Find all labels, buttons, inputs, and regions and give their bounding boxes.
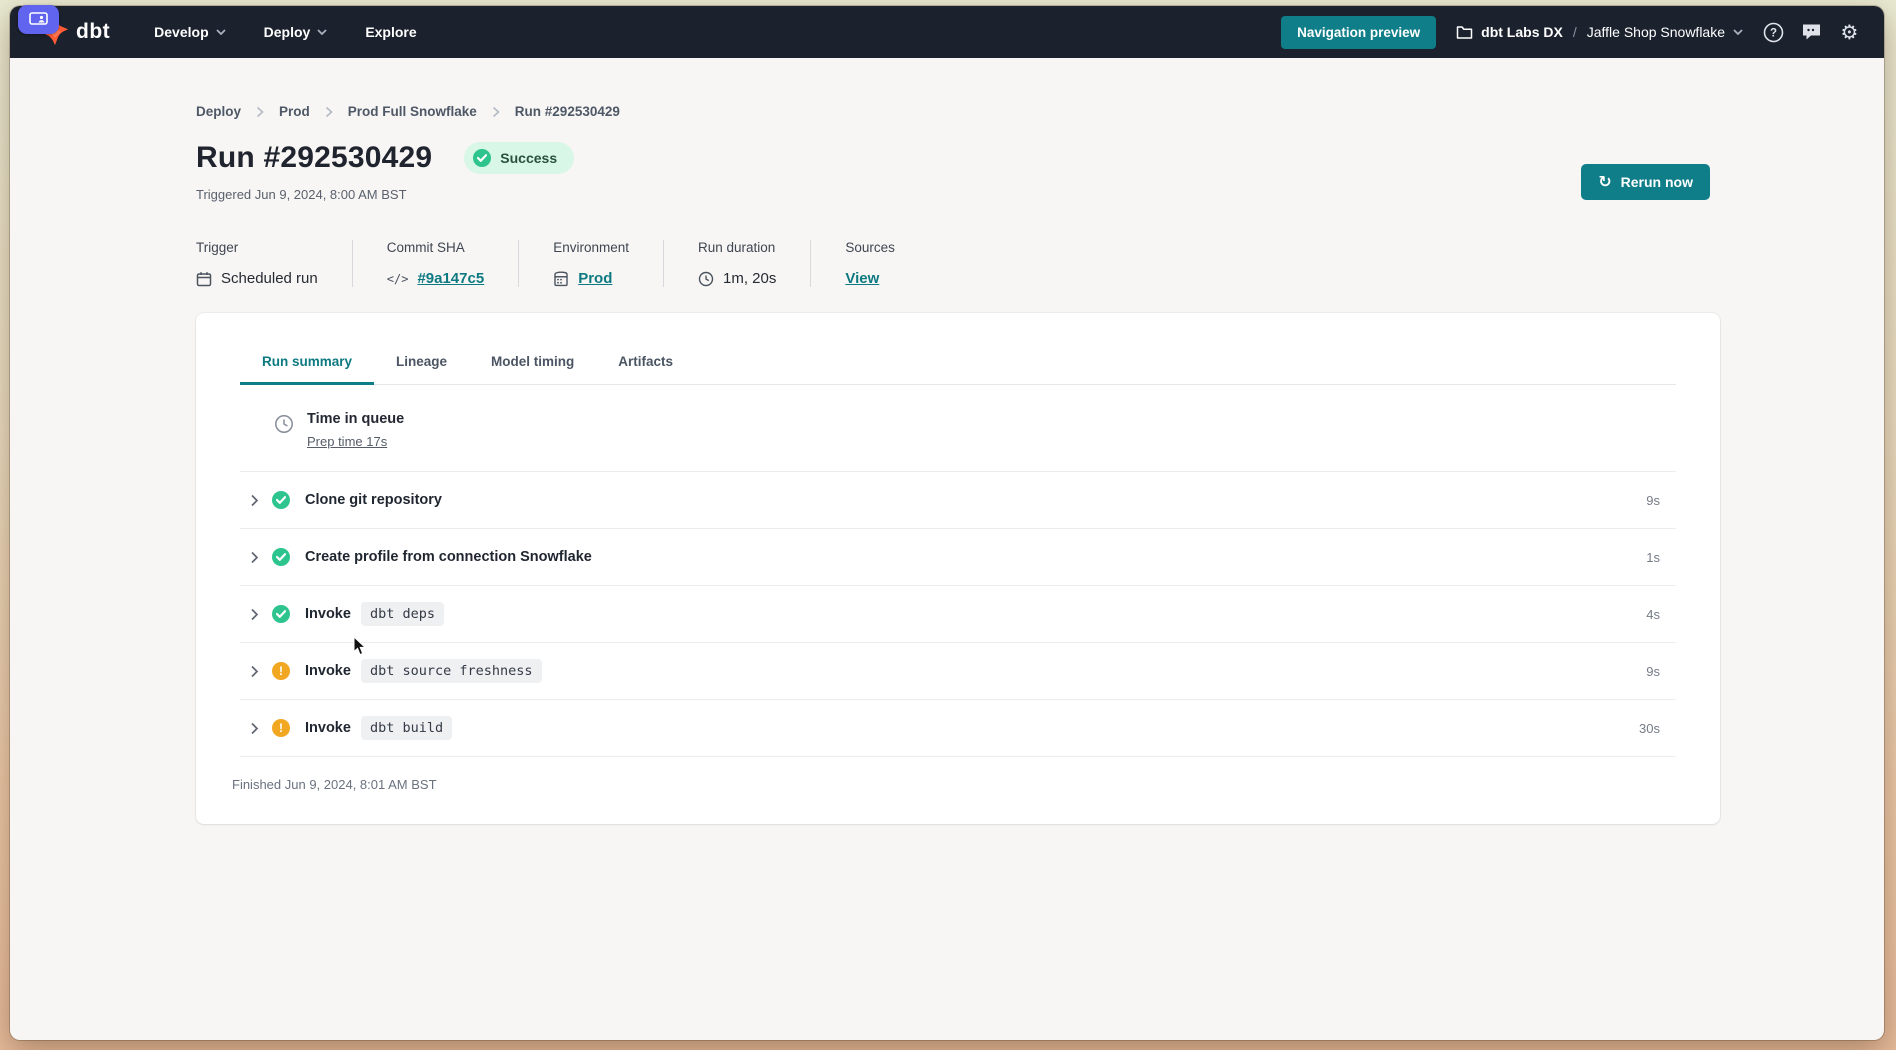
expand-chevron-icon[interactable]: [250, 722, 259, 735]
rerun-icon: ↻: [1598, 172, 1612, 191]
meta-sources: Sources View: [810, 240, 929, 287]
success-icon: [272, 548, 290, 566]
queue-title: Time in queue: [307, 411, 405, 427]
chevron-right-icon: [256, 106, 264, 117]
project-picker[interactable]: dbt Labs DX / Jaffle Shop Snowflake: [1456, 24, 1743, 40]
breadcrumb-job[interactable]: Prod Full Snowflake: [347, 104, 477, 119]
calendar-icon: [196, 271, 212, 287]
breadcrumb-run[interactable]: Run #292530429: [514, 104, 620, 119]
finished-timestamp: Finished Jun 9, 2024, 8:01 AM BST: [232, 777, 437, 792]
app-window: dbt Develop Deploy Explore Navigation pr…: [10, 6, 1884, 1040]
step-duration: 4s: [1646, 606, 1660, 622]
chevron-right-icon: [325, 106, 333, 117]
step-duration: 9s: [1646, 663, 1660, 679]
environment-link[interactable]: Prod: [578, 270, 613, 287]
step-row-create-profile[interactable]: Create profile from connection Snowflake…: [240, 529, 1676, 586]
trigger-value: Scheduled run: [221, 270, 318, 287]
svg-text:?: ?: [1770, 27, 1777, 39]
success-check-icon: [473, 149, 492, 167]
status-badge: Success: [464, 142, 575, 174]
help-icon[interactable]: ?: [1763, 22, 1784, 43]
run-meta-strip: Trigger Scheduled run: [196, 240, 1884, 287]
success-icon: [272, 491, 290, 509]
sources-view-link[interactable]: View: [845, 270, 880, 287]
meta-trigger: Trigger Scheduled run: [196, 240, 318, 287]
rerun-button-label: Rerun now: [1620, 174, 1693, 190]
feedback-icon[interactable]: [1801, 22, 1822, 43]
meta-environment: Environment Prod: [518, 240, 663, 287]
warning-icon: !: [272, 719, 290, 737]
run-duration-value: 1m, 20s: [722, 270, 777, 287]
queue-clock-icon: [274, 414, 294, 439]
expand-chevron-icon[interactable]: [250, 608, 259, 621]
account-project-separator: /: [1572, 24, 1577, 40]
chevron-down-icon: [1733, 29, 1743, 35]
nav-item-deploy[interactable]: Deploy: [264, 24, 328, 40]
screen-share-icon: [29, 12, 48, 25]
expand-chevron-icon[interactable]: [250, 494, 259, 507]
tab-run-summary[interactable]: Run summary: [240, 343, 375, 385]
chevron-down-icon: [317, 29, 327, 35]
account-name: dbt Labs DX: [1481, 24, 1563, 40]
warning-icon: !: [272, 662, 290, 680]
run-detail-page: Deploy Prod Prod Full Snowflake Run #292…: [10, 58, 1884, 1040]
triggered-timestamp: Triggered Jun 9, 2024, 8:00 AM BST: [196, 187, 407, 202]
tab-lineage[interactable]: Lineage: [396, 354, 448, 369]
expand-chevron-icon[interactable]: [250, 665, 259, 678]
tab-artifacts[interactable]: Artifacts: [618, 354, 674, 369]
nav-item-develop[interactable]: Develop: [154, 24, 226, 40]
folder-icon: [1456, 25, 1473, 39]
page-title: Run #292530429: [196, 141, 433, 174]
chevron-down-icon: [215, 29, 226, 35]
step-duration: 9s: [1646, 492, 1660, 508]
step-row-dbt-deps[interactable]: Invoke dbt deps 4s: [240, 586, 1676, 643]
step-row-dbt-source-freshness[interactable]: ! Invoke dbt source freshness 9s: [240, 643, 1676, 700]
project-name: Jaffle Shop Snowflake: [1586, 24, 1725, 40]
run-summary-card: Run summary Lineage Model timing Artifac…: [196, 313, 1720, 824]
clock-icon: [698, 271, 714, 287]
environment-database-icon: [553, 270, 569, 287]
prep-time-link[interactable]: Prep time 17s: [307, 434, 388, 449]
rerun-now-button[interactable]: ↻ Rerun now: [1581, 164, 1710, 200]
dbt-logo-text: dbt: [76, 20, 111, 43]
top-nav: dbt Develop Deploy Explore Navigation pr…: [10, 6, 1884, 58]
step-row-clone-git[interactable]: Clone git repository 9s: [240, 472, 1676, 529]
expand-chevron-icon[interactable]: [250, 551, 259, 564]
breadcrumb-prod[interactable]: Prod: [279, 104, 310, 119]
meta-commit-sha: Commit SHA </> #9a147c5: [351, 240, 518, 287]
nav-item-explore[interactable]: Explore: [365, 24, 417, 40]
step-duration: 30s: [1639, 720, 1660, 736]
success-icon: [272, 605, 290, 623]
run-tabs: Run summary Lineage Model timing Artifac…: [240, 313, 1676, 385]
breadcrumb-deploy[interactable]: Deploy: [196, 104, 242, 119]
step-duration: 1s: [1646, 549, 1660, 565]
meta-run-duration: Run duration 1m, 20s: [662, 240, 810, 287]
command-code-chip: dbt source freshness: [360, 659, 542, 683]
time-in-queue-block: Time in queue Prep time 17s: [240, 385, 1676, 472]
tab-model-timing[interactable]: Model timing: [491, 354, 575, 369]
breadcrumb: Deploy Prod Prod Full Snowflake Run #292…: [196, 104, 1884, 119]
navigation-preview-button[interactable]: Navigation preview: [1281, 15, 1437, 49]
status-badge-label: Success: [500, 150, 558, 166]
step-row-dbt-build[interactable]: ! Invoke dbt build 30s: [240, 700, 1676, 757]
code-icon: </>: [386, 271, 409, 286]
command-code-chip: dbt deps: [360, 602, 444, 626]
mouse-cursor: [353, 636, 367, 656]
commit-sha-link[interactable]: #9a147c5: [417, 270, 485, 287]
screen-share-indicator[interactable]: [18, 5, 59, 34]
command-code-chip: dbt build: [360, 716, 453, 740]
settings-gear-icon[interactable]: ⚙: [1840, 20, 1859, 44]
chevron-right-icon: [492, 106, 500, 117]
